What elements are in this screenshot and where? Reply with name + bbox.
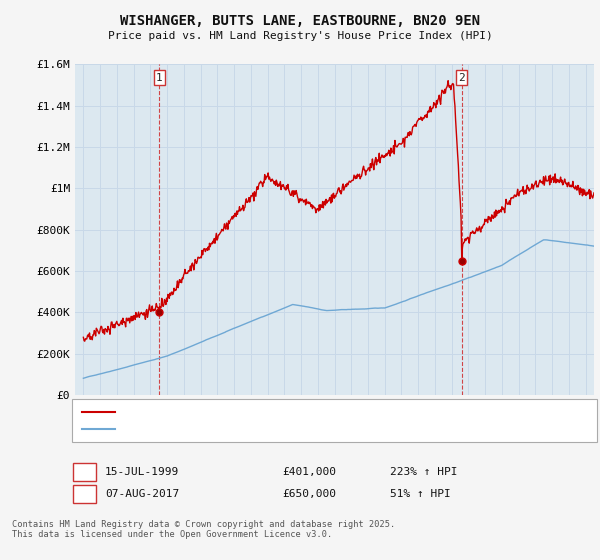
Text: 07-AUG-2017: 07-AUG-2017 [105,489,179,499]
Text: 1: 1 [81,467,88,477]
Text: 223% ↑ HPI: 223% ↑ HPI [390,467,458,477]
Text: 51% ↑ HPI: 51% ↑ HPI [390,489,451,499]
Text: £401,000: £401,000 [282,467,336,477]
Text: 1: 1 [156,73,163,83]
Text: Contains HM Land Registry data © Crown copyright and database right 2025.
This d: Contains HM Land Registry data © Crown c… [12,520,395,539]
Text: WISHANGER, BUTTS LANE, EASTBOURNE, BN20 9EN: WISHANGER, BUTTS LANE, EASTBOURNE, BN20 … [120,14,480,28]
Text: 2: 2 [81,489,88,499]
Text: £650,000: £650,000 [282,489,336,499]
Text: 15-JUL-1999: 15-JUL-1999 [105,467,179,477]
Text: 2: 2 [458,73,465,83]
Text: HPI: Average price, detached house, Eastbourne: HPI: Average price, detached house, East… [121,424,391,434]
Text: Price paid vs. HM Land Registry's House Price Index (HPI): Price paid vs. HM Land Registry's House … [107,31,493,41]
Text: WISHANGER, BUTTS LANE, EASTBOURNE, BN20 9EN (detached house): WISHANGER, BUTTS LANE, EASTBOURNE, BN20 … [121,407,474,417]
